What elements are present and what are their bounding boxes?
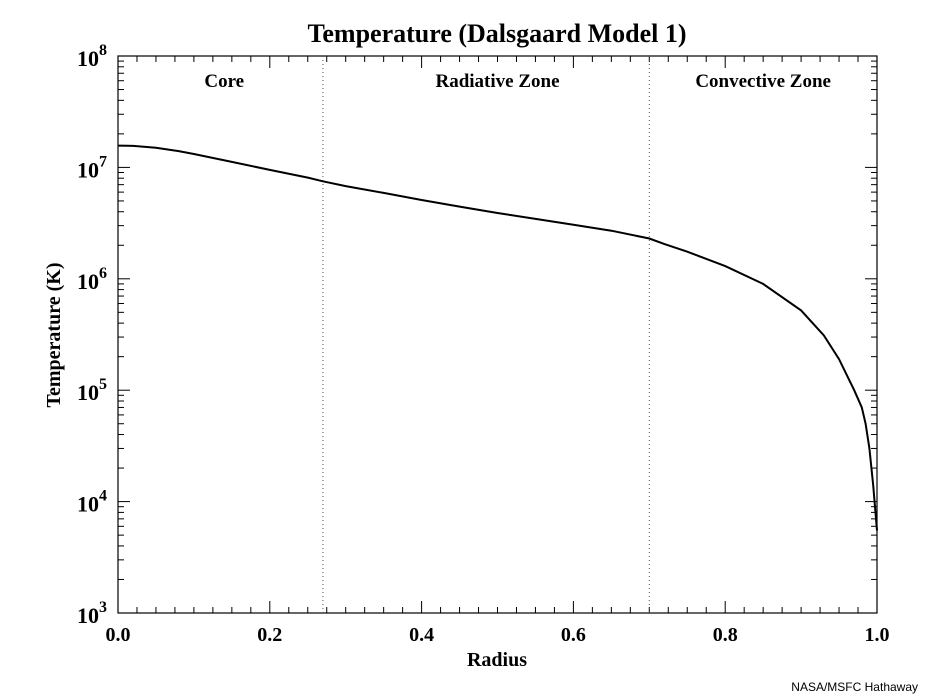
x-tick-label: 1.0 <box>865 624 890 646</box>
y-tick-label: 104 <box>77 488 107 517</box>
y-tick-exponent: 4 <box>99 488 107 505</box>
y-tick-base: 10 <box>77 157 99 182</box>
temperature-series-line <box>117 144 878 531</box>
x-tick-label: 0.0 <box>106 624 131 646</box>
y-tick-base: 10 <box>77 380 99 405</box>
y-tick-label: 103 <box>77 599 107 628</box>
region-labels: Core Radiative Zone Convective Zone <box>204 71 831 92</box>
x-tick-label: 0.4 <box>409 624 434 646</box>
y-tick-exponent: 7 <box>99 153 107 170</box>
minor-ticks <box>118 56 877 613</box>
y-tick-base: 10 <box>77 492 99 517</box>
region-label: Core <box>204 71 244 92</box>
y-axis-label: Temperature (K) <box>43 263 65 408</box>
zone-boundaries <box>322 56 650 613</box>
x-tick-label: 0.8 <box>713 624 738 646</box>
y-tick-base: 10 <box>77 269 99 294</box>
x-tick-label: 0.2 <box>257 624 282 646</box>
x-axis-label: Radius <box>467 649 527 671</box>
x-tick-labels: 0.0 0.2 0.4 0.6 0.8 1.0 <box>106 624 890 646</box>
y-tick-exponent: 5 <box>99 376 107 393</box>
y-tick-exponent: 3 <box>99 599 107 616</box>
credit-text: NASA/MSFC Hathaway <box>791 680 918 694</box>
y-tick-exponent: 6 <box>99 265 107 282</box>
major-ticks <box>117 55 878 614</box>
y-tick-base: 10 <box>77 603 99 628</box>
y-tick-exponent: 8 <box>99 42 107 59</box>
chart-title: Temperature (Dalsgaard Model 1) <box>307 19 686 48</box>
y-tick-base: 10 <box>77 46 99 71</box>
x-tick-label: 0.6 <box>561 624 586 646</box>
y-tick-label: 106 <box>77 265 107 294</box>
region-label: Convective Zone <box>695 71 831 92</box>
y-tick-label: 107 <box>77 153 107 182</box>
region-label: Radiative Zone <box>435 71 559 92</box>
y-tick-label: 108 <box>77 42 107 71</box>
plot-frame <box>117 55 878 614</box>
y-tick-label: 105 <box>77 376 107 405</box>
